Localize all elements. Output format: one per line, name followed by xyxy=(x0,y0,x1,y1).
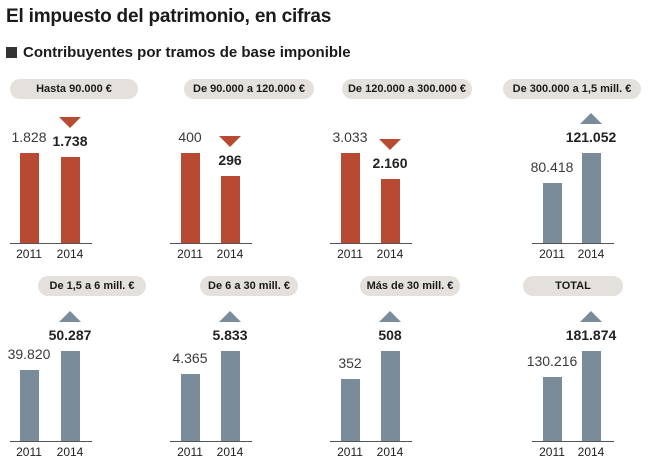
chart-title: El impuesto del patrimonio, en cifras xyxy=(6,6,332,27)
bar-value-label: 400 xyxy=(178,129,202,145)
bar-2011 xyxy=(341,379,360,441)
bar-value-label: 508 xyxy=(378,327,402,343)
bar-value-label: 50.287 xyxy=(48,327,92,343)
x-axis-line xyxy=(170,441,252,442)
x-axis-line xyxy=(10,441,92,442)
x-tick-label: 2011 xyxy=(177,247,203,261)
bar-2011 xyxy=(20,370,39,441)
panel-title: Hasta 90.000 € xyxy=(10,79,138,99)
bar-value-label: 181.874 xyxy=(565,327,617,343)
bar-value-label: 3.033 xyxy=(332,129,368,145)
bar-2011 xyxy=(543,377,562,441)
x-axis-line xyxy=(532,441,614,442)
bar-value-label: 39.820 xyxy=(7,346,51,362)
bar-value-label: 5.833 xyxy=(212,327,248,343)
panel-title: De 1,5 a 6 mill. € xyxy=(38,276,146,296)
x-tick-label: 2011 xyxy=(337,247,363,261)
x-axis-line xyxy=(330,243,412,244)
x-tick-label: 2011 xyxy=(177,445,203,459)
bar-value-label: 130.216 xyxy=(526,353,578,369)
panel-title: De 300.000 a 1,5 mill. € xyxy=(503,79,641,99)
down-arrow-icon xyxy=(59,117,81,128)
x-tick-label: 2011 xyxy=(337,445,363,459)
panel-title: Más de 30 mill. € xyxy=(360,276,460,296)
x-tick-label: 2014 xyxy=(216,445,244,459)
bar-2014 xyxy=(61,157,80,243)
up-arrow-icon xyxy=(219,311,241,322)
bar-2011 xyxy=(181,153,200,243)
bar-value-label: 352 xyxy=(338,355,362,371)
bar-value-label: 80.418 xyxy=(530,159,574,175)
x-tick-label: 2011 xyxy=(16,247,42,261)
x-axis-line xyxy=(532,243,614,244)
x-tick-label: 2014 xyxy=(56,247,84,261)
up-arrow-icon xyxy=(379,311,401,322)
panel-title: De 120.000 a 300.000 € xyxy=(342,79,472,99)
x-tick-label: 2011 xyxy=(539,247,565,261)
bar-2011 xyxy=(20,153,39,243)
bar-2014 xyxy=(381,179,400,243)
panel-title: TOTAL xyxy=(523,276,623,296)
bar-2014 xyxy=(221,351,240,441)
bar-2014 xyxy=(582,351,601,441)
x-axis-line xyxy=(10,243,92,244)
bar-2011 xyxy=(341,153,360,243)
bar-value-label: 4.365 xyxy=(172,350,208,366)
x-tick-label: 2014 xyxy=(216,247,244,261)
bar-value-label: 1.738 xyxy=(52,133,88,149)
x-tick-label: 2011 xyxy=(539,445,565,459)
x-tick-label: 2014 xyxy=(577,445,605,459)
subtitle-text: Contribuyentes por tramos de base imponi… xyxy=(23,44,351,61)
bar-2011 xyxy=(181,374,200,441)
down-arrow-icon xyxy=(379,139,401,150)
x-tick-label: 2011 xyxy=(16,445,42,459)
up-arrow-icon xyxy=(59,311,81,322)
bar-2011 xyxy=(543,183,562,243)
up-arrow-icon xyxy=(580,113,602,124)
x-tick-label: 2014 xyxy=(577,247,605,261)
up-arrow-icon xyxy=(580,311,602,322)
x-tick-label: 2014 xyxy=(376,445,404,459)
bar-value-label: 2.160 xyxy=(372,155,408,171)
down-arrow-icon xyxy=(219,136,241,147)
x-tick-label: 2014 xyxy=(56,445,84,459)
bar-2014 xyxy=(381,351,400,441)
panel-title: De 6 a 30 mill. € xyxy=(200,276,298,296)
bar-value-label: 121.052 xyxy=(565,129,617,145)
bar-value-label: 296 xyxy=(218,152,242,168)
bar-2014 xyxy=(582,153,601,243)
x-axis-line xyxy=(170,243,252,244)
bar-2014 xyxy=(221,176,240,243)
square-bullet-icon xyxy=(6,47,17,58)
x-axis-line xyxy=(330,441,412,442)
chart-subtitle: Contribuyentes por tramos de base imponi… xyxy=(6,44,351,61)
bar-2014 xyxy=(61,351,80,441)
panel-title: De 90.000 a 120.000 € xyxy=(184,79,314,99)
x-tick-label: 2014 xyxy=(376,247,404,261)
bar-value-label: 1.828 xyxy=(11,129,47,145)
